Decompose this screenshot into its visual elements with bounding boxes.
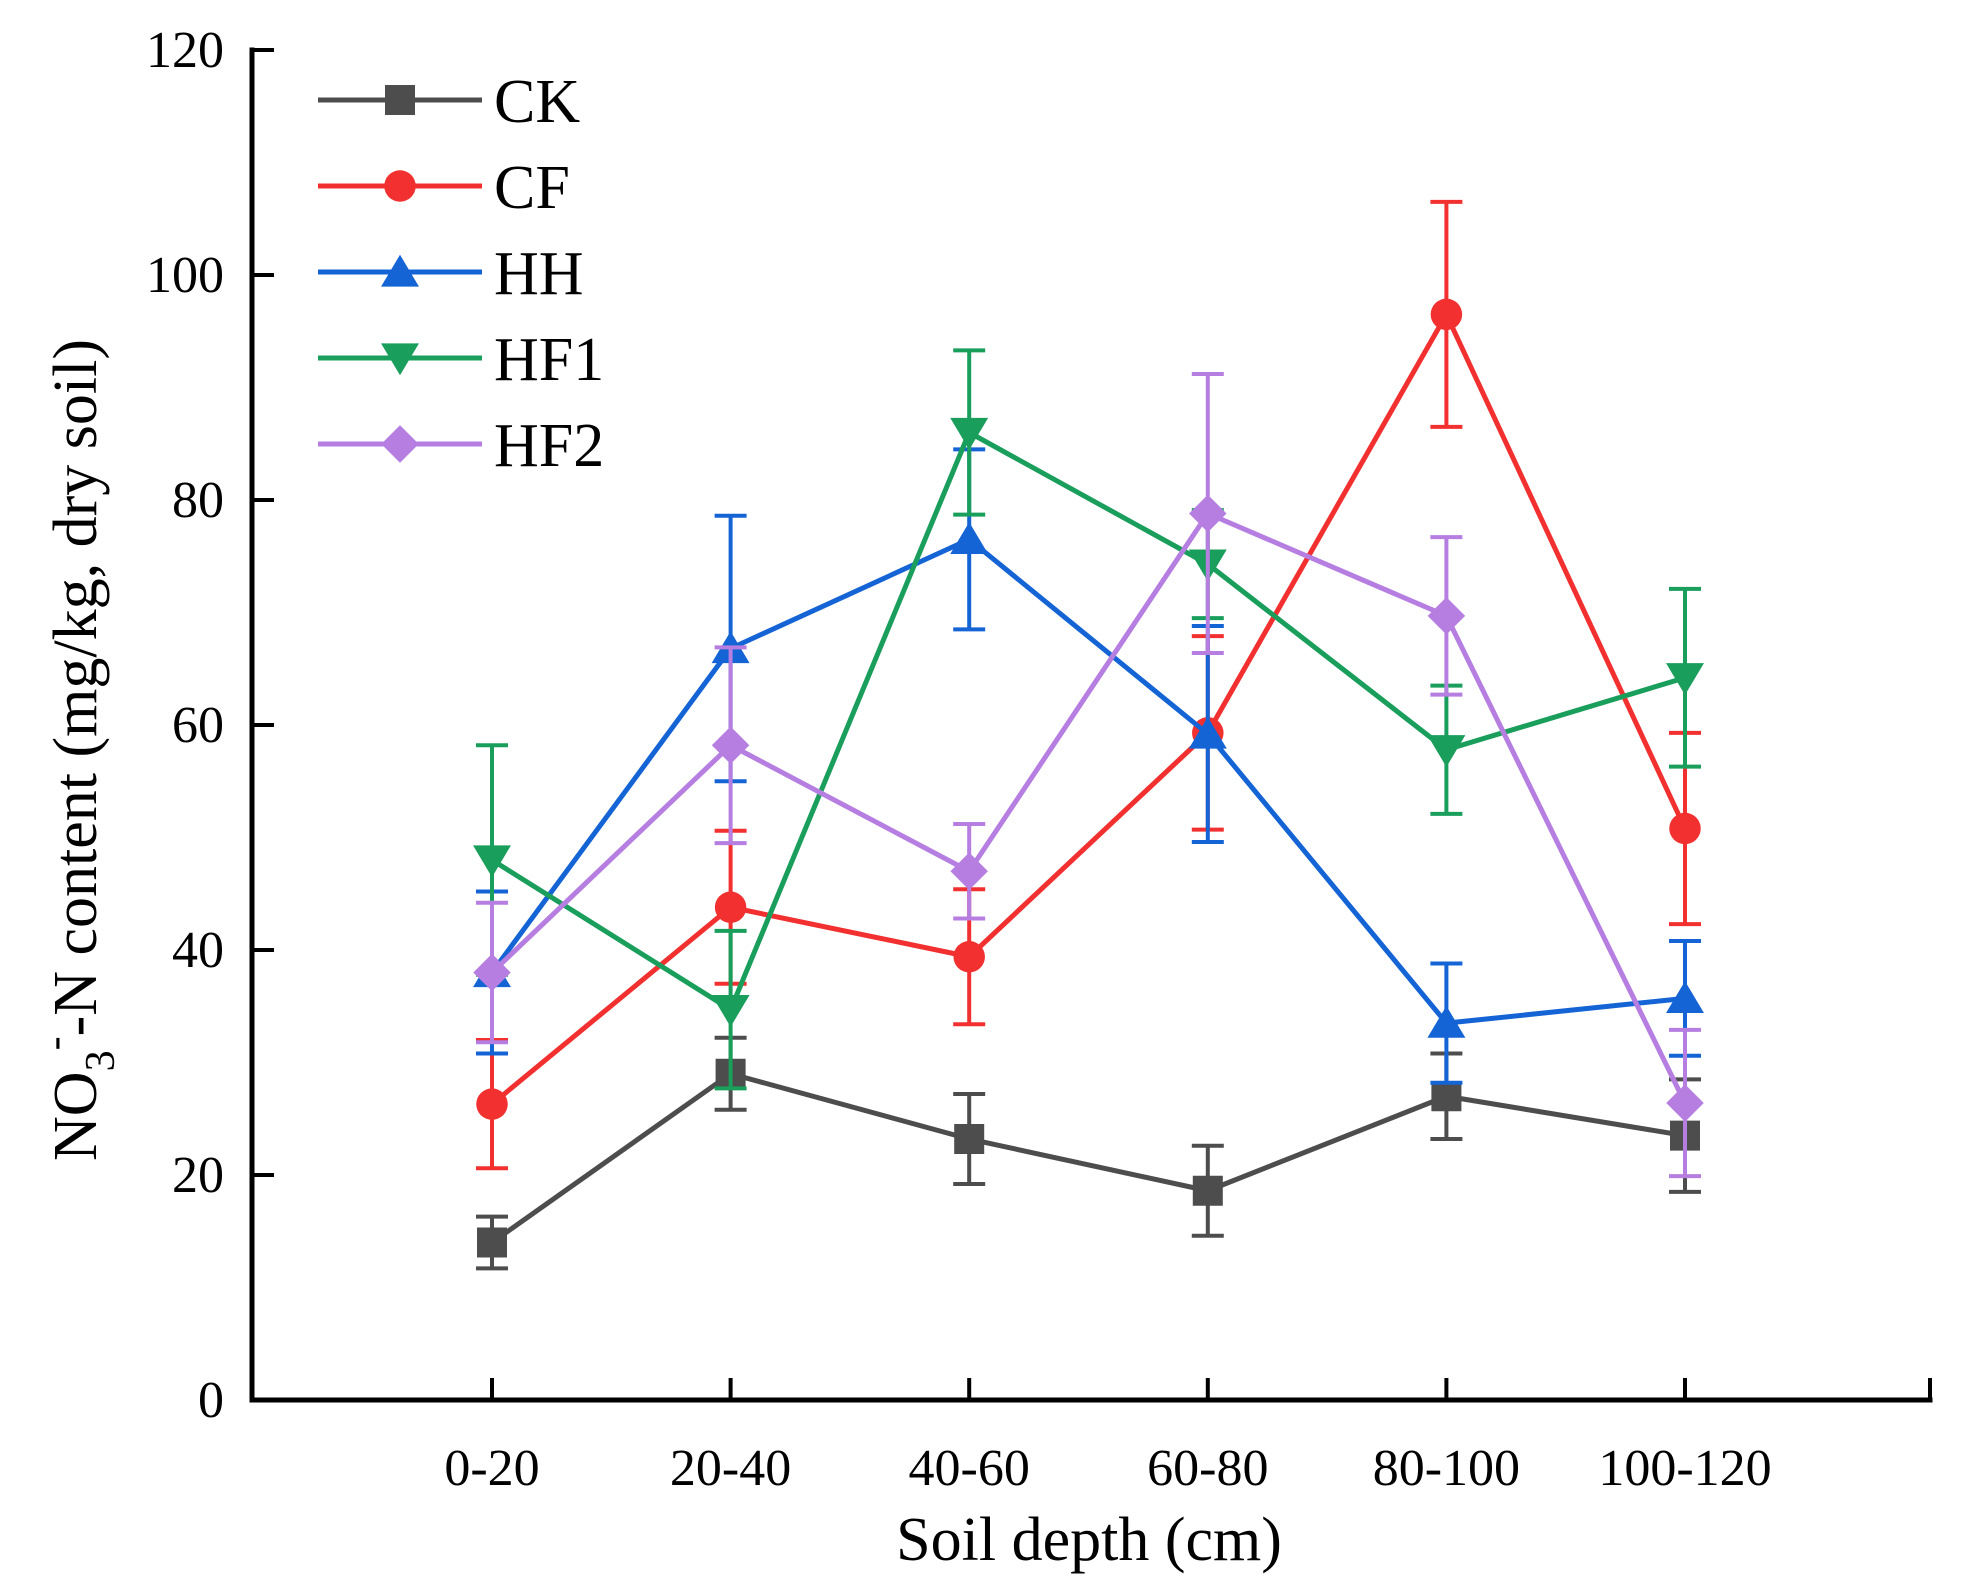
data-point xyxy=(1427,735,1466,767)
legend-label: HH xyxy=(494,240,584,308)
data-point xyxy=(473,845,511,878)
legend-marker xyxy=(385,85,415,115)
legend-marker xyxy=(381,425,419,463)
data-point xyxy=(1666,981,1704,1014)
legend-item-hh: HH xyxy=(318,240,584,308)
data-point xyxy=(1430,298,1463,331)
data-point xyxy=(1188,716,1227,749)
y-axis-title-main: NO xyxy=(42,1071,110,1161)
data-point xyxy=(1669,812,1701,845)
data-point xyxy=(1427,1005,1466,1038)
series-line xyxy=(490,1071,1686,1245)
y-axis-title: NO3--N content (mg/kg, dry soil) xyxy=(32,339,124,1161)
y-tick-label: 20 xyxy=(172,1147,224,1204)
legend-label: HF2 xyxy=(494,412,604,480)
data-point xyxy=(473,953,511,992)
legend-label: CF xyxy=(494,154,570,222)
series-hf2 xyxy=(473,372,1704,1179)
data-point xyxy=(477,1227,507,1258)
x-tick-label: 0-20 xyxy=(444,1440,539,1497)
data-point xyxy=(953,941,985,973)
y-tick-label: 120 xyxy=(146,22,224,79)
legend-marker xyxy=(381,343,419,376)
legend-item-ck: CK xyxy=(318,68,580,136)
legend-label: CK xyxy=(494,68,580,136)
y-tick-label: 40 xyxy=(172,922,224,979)
legend: CK CF HH HF1 HF2 xyxy=(318,68,604,480)
data-point xyxy=(1666,1084,1704,1122)
legend-marker xyxy=(384,170,416,202)
series-line xyxy=(490,511,1688,1105)
series-line xyxy=(490,430,1686,1013)
series-line xyxy=(489,536,1686,1026)
data-point xyxy=(1192,1175,1223,1206)
data-point xyxy=(1666,663,1704,695)
series-hf1 xyxy=(473,348,1704,1091)
x-tick-label: 80-100 xyxy=(1373,1440,1520,1497)
legend-item-cf: CF xyxy=(318,154,570,222)
y-axis-title-subscript: 3 xyxy=(78,1050,124,1071)
legend-item-hf1: HF1 xyxy=(318,326,604,394)
x-axis-title: Soil depth (cm) xyxy=(896,1506,1282,1574)
data-point xyxy=(950,522,989,555)
data-point xyxy=(1427,597,1466,635)
y-tick-label: 60 xyxy=(172,697,224,754)
y-axis-title-superscript: - xyxy=(32,1036,78,1050)
data-point xyxy=(711,726,750,764)
data-point xyxy=(711,994,750,1027)
data-point xyxy=(476,1088,508,1120)
data-point xyxy=(950,852,988,890)
legend-label: HF1 xyxy=(494,326,604,394)
legend-marker xyxy=(381,254,419,287)
x-tick-label: 100-120 xyxy=(1598,1440,1771,1497)
y-tick-label: 100 xyxy=(146,247,224,304)
y-tick-label: 80 xyxy=(172,472,224,529)
x-tick-label: 60-80 xyxy=(1147,1440,1268,1497)
legend-item-hf2: HF2 xyxy=(318,412,604,480)
y-axis-title-rest: -N content (mg/kg, dry soil) xyxy=(42,339,110,1036)
y-tick-label: 0 xyxy=(198,1372,224,1429)
x-tick-label: 20-40 xyxy=(670,1440,791,1497)
series-line xyxy=(490,311,1688,1107)
data-point xyxy=(1189,494,1227,533)
data-point xyxy=(950,417,989,450)
x-tick-label: 40-60 xyxy=(909,1440,1030,1497)
series-cf xyxy=(476,199,1701,1171)
series-layer xyxy=(473,199,1704,1271)
data-point xyxy=(954,1124,985,1154)
data-point xyxy=(1431,1081,1462,1112)
series-ck xyxy=(476,1035,1701,1271)
ticks-layer: 0 20 40 60 80 100 120 0-20 20-40 40-60 60-80 80-100… xyxy=(146,22,1932,1497)
data-point xyxy=(714,891,747,923)
